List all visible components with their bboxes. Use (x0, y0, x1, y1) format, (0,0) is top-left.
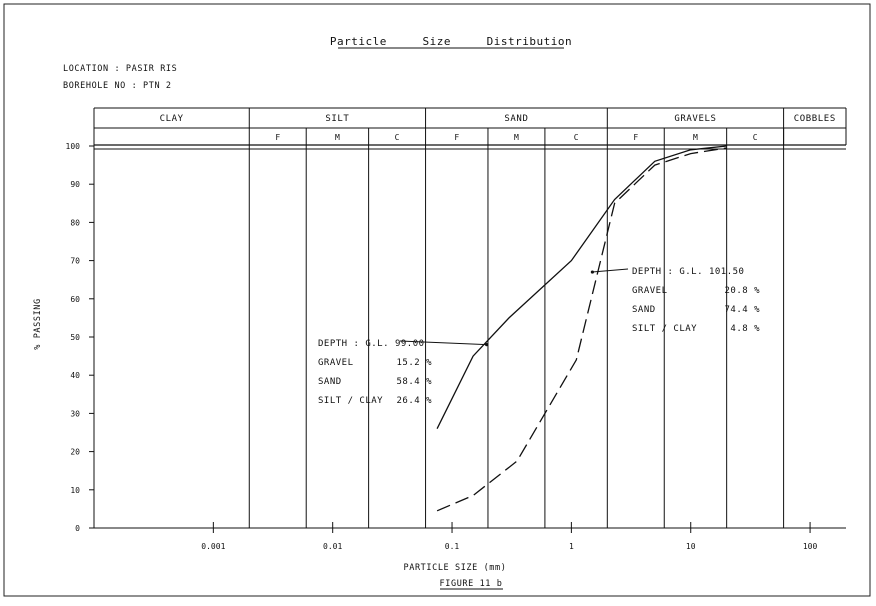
x-tick-label: 10 (686, 542, 696, 551)
annotation-fraction-value: 26.4 % (396, 396, 432, 406)
y-tick-label: 60 (70, 295, 80, 304)
y-tick-label: 50 (70, 333, 80, 342)
annotation-fraction-value: 58.4 % (396, 377, 432, 387)
soil-class-label: COBBLES (794, 114, 836, 124)
y-axis-label: % PASSING (33, 298, 43, 349)
soil-class-label: CLAY (160, 114, 184, 124)
sub-class-label: F (633, 133, 638, 142)
sub-class-label: C (574, 133, 579, 142)
sub-class-label: M (335, 133, 340, 142)
x-tick-label: 100 (803, 542, 818, 551)
sub-class-label: M (693, 133, 698, 142)
sub-class-label: F (454, 133, 459, 142)
y-tick-label: 70 (70, 257, 80, 266)
annotation-fraction-value: 20.8 % (724, 286, 760, 296)
annotation-fraction-label: SILT / CLAY (632, 324, 697, 334)
y-tick-label: 20 (70, 448, 80, 457)
sub-class-label: M (514, 133, 519, 142)
x-tick-label: 0.01 (323, 542, 342, 551)
annotation-fraction-value: 15.2 % (396, 358, 432, 368)
y-tick-label: 30 (70, 409, 80, 418)
annotation-fraction-value: 4.8 % (730, 324, 760, 334)
x-tick-label: 1 (569, 542, 574, 551)
soil-class-label: GRAVELS (674, 114, 716, 124)
soil-class-label: SAND (504, 114, 528, 124)
sub-class-label: C (753, 133, 758, 142)
annotation-leader-arrow (591, 270, 594, 273)
borehole-label: BOREHOLE NO : PTN 2 (63, 81, 172, 91)
annotation-fraction-label: GRAVEL (318, 358, 354, 368)
soil-class-label: SILT (325, 114, 349, 124)
x-axis-label: PARTICLE SIZE (mm) (404, 563, 507, 573)
figure-caption: FIGURE 11 b (440, 579, 503, 589)
y-tick-label: 0 (75, 524, 80, 533)
annotation-depth-label: DEPTH : G.L. 101.50 (632, 267, 744, 277)
y-tick-label: 80 (70, 218, 80, 227)
chart-title: Particle Size Distribution (330, 35, 572, 48)
annotation-depth-label: DEPTH : G.L. 99.00 (318, 339, 425, 349)
x-tick-label: 0.001 (201, 542, 225, 551)
x-tick-label: 0.1 (445, 542, 460, 551)
sub-class-label: C (395, 133, 400, 142)
annotation-fraction-label: SAND (632, 305, 656, 315)
y-tick-label: 100 (66, 142, 81, 151)
location-label: LOCATION : PASIR RIS (63, 64, 177, 74)
annotation-leader-arrow (485, 343, 488, 346)
annotation-fraction-label: SAND (318, 377, 342, 387)
y-tick-label: 10 (70, 486, 80, 495)
annotation-fraction-label: SILT / CLAY (318, 396, 383, 406)
sub-class-label: F (275, 133, 280, 142)
annotation-fraction-label: GRAVEL (632, 286, 668, 296)
y-tick-label: 40 (70, 371, 80, 380)
annotation-fraction-value: 74.4 % (724, 305, 760, 315)
y-tick-label: 90 (70, 180, 80, 189)
